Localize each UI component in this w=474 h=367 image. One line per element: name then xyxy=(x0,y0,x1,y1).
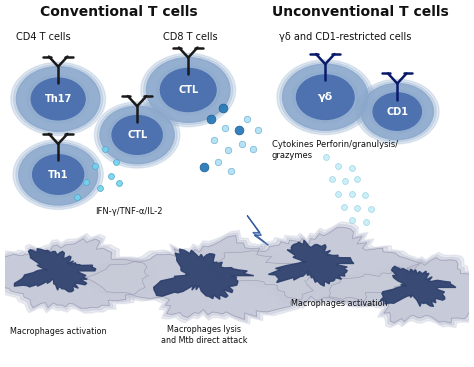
Point xyxy=(115,180,122,186)
Point xyxy=(73,194,81,200)
Circle shape xyxy=(358,81,436,142)
Polygon shape xyxy=(324,255,474,326)
Circle shape xyxy=(112,116,162,155)
Text: Th17: Th17 xyxy=(45,94,72,104)
Point xyxy=(249,146,257,152)
Polygon shape xyxy=(329,258,474,323)
Point xyxy=(228,168,235,174)
Point xyxy=(361,192,369,198)
Point xyxy=(107,173,114,179)
Circle shape xyxy=(14,65,103,134)
Circle shape xyxy=(283,64,368,130)
Point xyxy=(340,204,347,210)
Point xyxy=(353,205,361,211)
Polygon shape xyxy=(207,227,420,302)
Circle shape xyxy=(356,79,439,144)
Text: Conventional T cells: Conventional T cells xyxy=(40,6,197,19)
Polygon shape xyxy=(319,252,474,328)
Text: Th1: Th1 xyxy=(48,170,68,179)
Text: CTL: CTL xyxy=(178,85,198,95)
Circle shape xyxy=(144,55,233,124)
Circle shape xyxy=(373,93,421,130)
Circle shape xyxy=(146,58,230,122)
Polygon shape xyxy=(0,233,158,313)
Point xyxy=(254,127,262,132)
Text: CD1: CD1 xyxy=(386,106,408,117)
Polygon shape xyxy=(86,236,313,319)
Polygon shape xyxy=(0,239,149,308)
Point xyxy=(362,219,370,225)
Circle shape xyxy=(160,68,216,112)
Point xyxy=(236,127,243,133)
Text: γδ and CD1-restricted cells: γδ and CD1-restricted cells xyxy=(279,32,411,43)
Circle shape xyxy=(13,139,103,210)
Point xyxy=(367,206,374,212)
Circle shape xyxy=(31,78,85,120)
Point xyxy=(322,154,330,160)
Polygon shape xyxy=(14,249,96,292)
Polygon shape xyxy=(198,222,429,308)
Point xyxy=(82,179,90,185)
Circle shape xyxy=(16,142,100,207)
Polygon shape xyxy=(207,227,420,302)
Point xyxy=(353,176,361,182)
Text: Unconventional T cells: Unconventional T cells xyxy=(272,6,448,19)
Polygon shape xyxy=(154,249,254,299)
Point xyxy=(112,159,120,165)
Circle shape xyxy=(11,62,106,136)
Point xyxy=(96,185,104,191)
Point xyxy=(238,141,246,147)
Circle shape xyxy=(280,62,371,132)
Text: CD4 T cells: CD4 T cells xyxy=(16,32,71,43)
Polygon shape xyxy=(247,216,268,245)
Point xyxy=(219,105,227,111)
Point xyxy=(341,178,348,184)
Polygon shape xyxy=(202,225,425,305)
Point xyxy=(348,190,356,196)
Text: γδ: γδ xyxy=(318,92,333,102)
Point xyxy=(208,116,215,122)
Polygon shape xyxy=(0,236,154,311)
Circle shape xyxy=(33,155,84,194)
Circle shape xyxy=(100,106,174,164)
Polygon shape xyxy=(0,239,149,308)
Circle shape xyxy=(277,60,374,135)
Point xyxy=(201,164,208,170)
Polygon shape xyxy=(329,258,474,323)
Point xyxy=(335,190,342,196)
Text: Macrophages activation: Macrophages activation xyxy=(291,299,387,308)
Circle shape xyxy=(141,53,236,127)
Polygon shape xyxy=(86,236,313,319)
Point xyxy=(224,148,231,153)
Point xyxy=(244,116,251,122)
Point xyxy=(348,166,356,171)
Text: Macrophages lysis
and Mtb direct attack: Macrophages lysis and Mtb direct attack xyxy=(161,325,248,345)
Point xyxy=(101,146,109,152)
Polygon shape xyxy=(268,240,354,286)
Circle shape xyxy=(17,67,100,131)
Point xyxy=(328,176,336,182)
Text: IFN-γ/TNF-α/IL-2: IFN-γ/TNF-α/IL-2 xyxy=(95,207,163,216)
Circle shape xyxy=(94,102,180,168)
Polygon shape xyxy=(77,230,323,324)
Point xyxy=(221,125,229,131)
Circle shape xyxy=(18,144,98,205)
Circle shape xyxy=(97,104,177,166)
Circle shape xyxy=(361,84,434,139)
Text: Macrophages activation: Macrophages activation xyxy=(10,327,106,336)
Point xyxy=(335,163,342,169)
Text: CTL: CTL xyxy=(127,130,147,140)
Point xyxy=(210,137,218,143)
Point xyxy=(348,217,356,223)
Polygon shape xyxy=(380,266,456,306)
Text: Cytokines Perforin/granulysis/
grazymes: Cytokines Perforin/granulysis/ grazymes xyxy=(272,140,398,160)
Circle shape xyxy=(296,75,354,120)
Point xyxy=(215,159,222,165)
Polygon shape xyxy=(82,233,318,322)
Point xyxy=(91,163,99,169)
Text: CD8 T cells: CD8 T cells xyxy=(163,32,217,43)
